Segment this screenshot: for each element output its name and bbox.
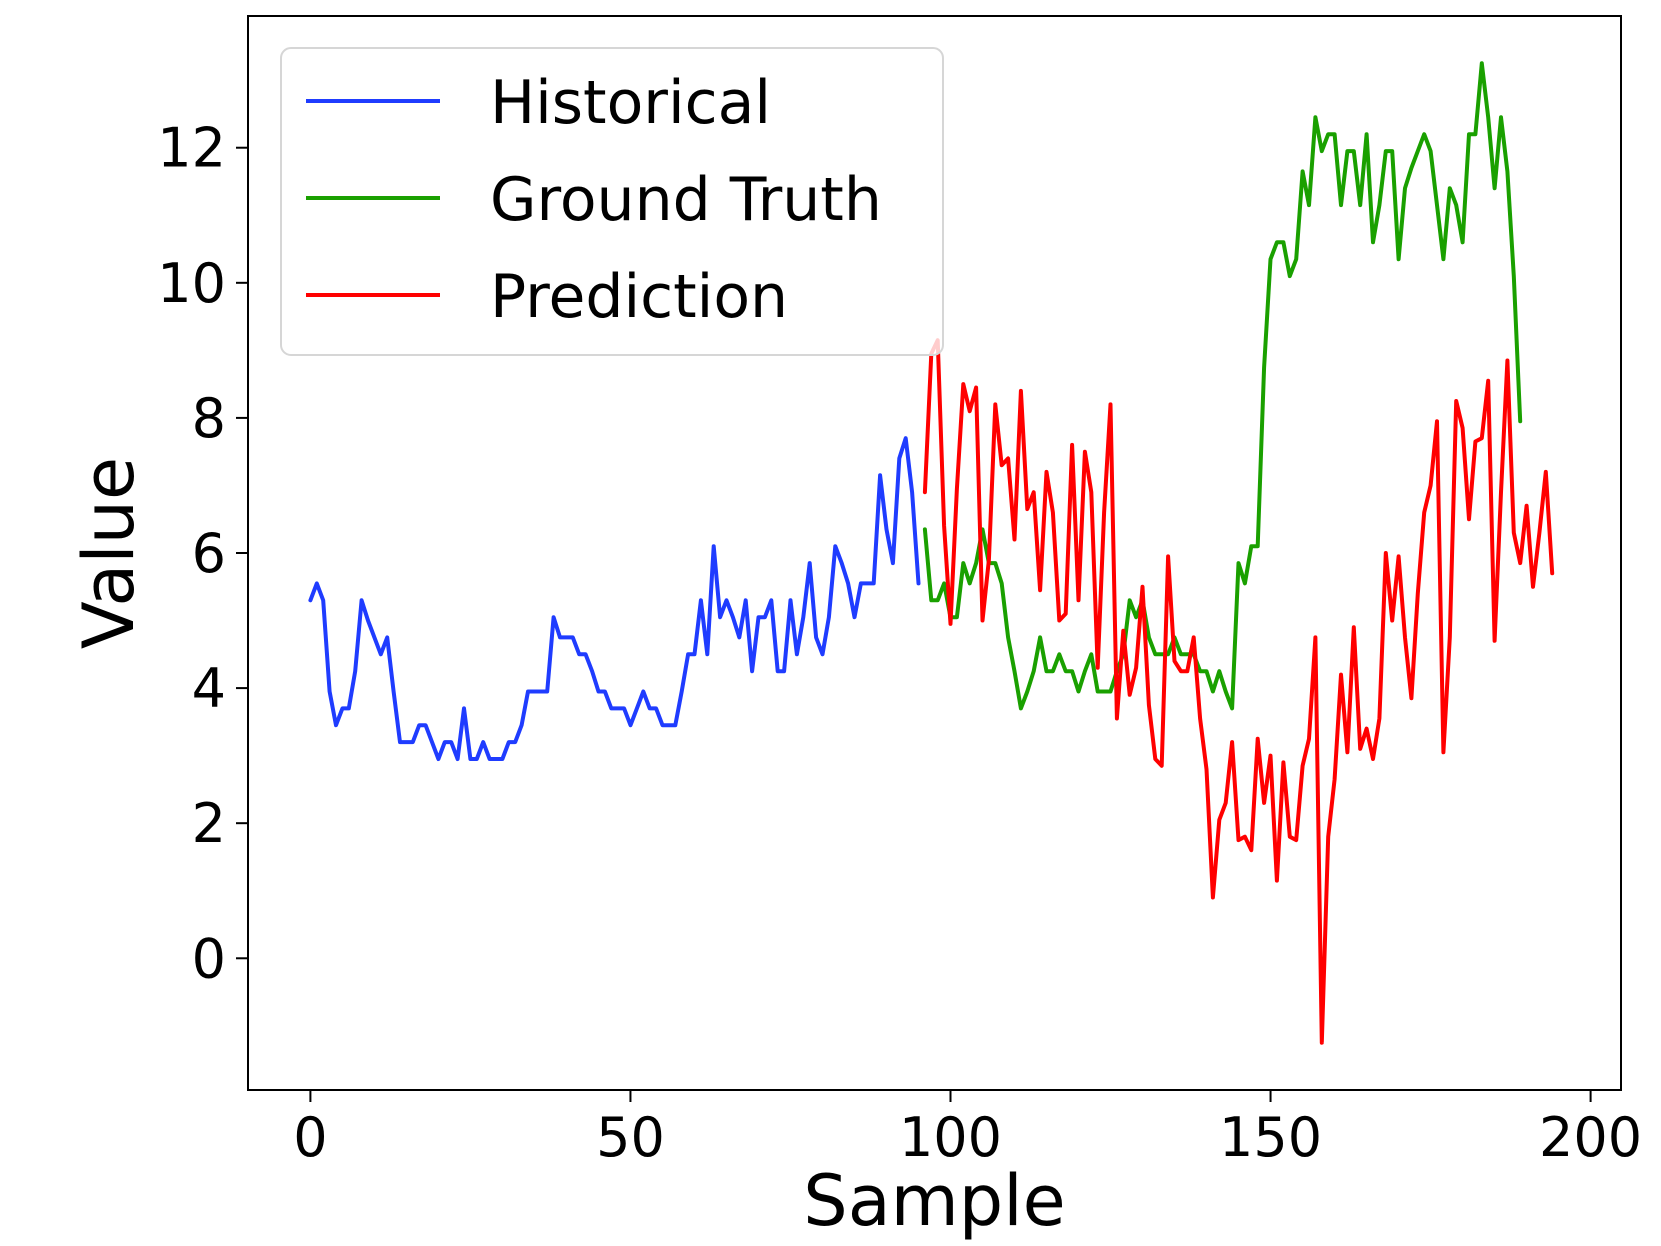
- legend-label: Prediction: [490, 262, 788, 332]
- x-axis-ticks: 0 50 100 150 200: [293, 1090, 1642, 1169]
- x-tick-label: 50: [596, 1106, 665, 1169]
- x-axis-label: Sample: [803, 1160, 1065, 1242]
- legend-frame: [280, 47, 944, 356]
- y-tick-label: 2: [192, 792, 226, 855]
- y-tick-label: 8: [192, 387, 226, 450]
- legend-label: Historical: [490, 68, 771, 138]
- y-tick-label: 10: [157, 252, 226, 315]
- x-tick-label: 150: [1219, 1106, 1322, 1169]
- y-axis-label: Value: [68, 457, 150, 649]
- y-tick-label: 12: [157, 117, 226, 180]
- prediction-series-line: [922, 338, 1555, 1045]
- legend-label: Ground Truth: [490, 165, 882, 235]
- ground-truth-series-line: [922, 61, 1523, 711]
- y-tick-label: 6: [192, 522, 226, 585]
- y-tick-label: 0: [192, 927, 226, 990]
- x-tick-label: 200: [1539, 1106, 1642, 1169]
- historical-series-line: [308, 436, 921, 761]
- y-axis-ticks: 0 2 4 6 8 10 12: [157, 117, 248, 990]
- y-tick-label: 4: [192, 657, 226, 720]
- x-tick-label: 100: [899, 1106, 1002, 1169]
- x-tick-label: 0: [293, 1106, 327, 1169]
- legend: Historical Ground Truth Prediction: [280, 47, 944, 356]
- series-lines: [308, 61, 1555, 1045]
